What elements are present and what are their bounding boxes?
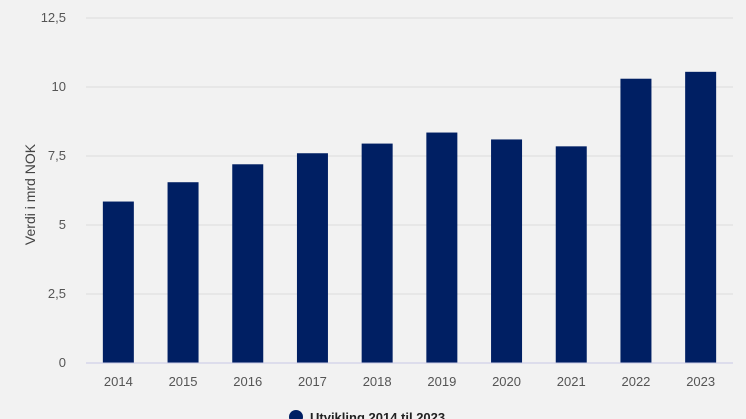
bar-2018[interactable] (361, 143, 393, 363)
y-tick-label: 5 (59, 217, 66, 232)
legend-label: Utvikling 2014 til 2023 (310, 410, 445, 419)
x-tick-label: 2019 (427, 374, 456, 389)
y-axis-ticks: 0 2,5 5 7,5 10 12,5 (41, 10, 66, 370)
bar-2015[interactable] (167, 182, 199, 363)
bar-2022[interactable] (620, 78, 652, 363)
y-tick-label: 2,5 (48, 286, 66, 301)
bar-2020[interactable] (491, 139, 523, 363)
legend[interactable]: Utvikling 2014 til 2023 (289, 410, 445, 419)
x-axis-ticks: 2014 2015 2016 2017 2018 2019 2020 2021 2022 2023 (104, 374, 715, 389)
x-tick-label: 2016 (233, 374, 262, 389)
x-tick-label: 2017 (298, 374, 327, 389)
x-tick-label: 2022 (621, 374, 650, 389)
x-tick-label: 2023 (686, 374, 715, 389)
bar-2023[interactable] (685, 71, 717, 363)
x-tick-label: 2021 (557, 374, 586, 389)
y-tick-label: 10 (52, 79, 66, 94)
legend-marker (289, 410, 303, 419)
x-tick-label: 2020 (492, 374, 521, 389)
y-axis-title: Verdi i mrd NOK (22, 143, 38, 245)
y-tick-label: 0 (59, 355, 66, 370)
y-tick-label: 7,5 (48, 148, 66, 163)
x-tick-label: 2014 (104, 374, 133, 389)
bar-2017[interactable] (296, 153, 328, 363)
bar-2014[interactable] (102, 201, 134, 363)
x-tick-label: 2018 (363, 374, 392, 389)
bar-2016[interactable] (232, 164, 264, 363)
x-tick-label: 2015 (169, 374, 198, 389)
bar-2019[interactable] (426, 132, 458, 363)
y-tick-label: 12,5 (41, 10, 66, 25)
bars (102, 71, 717, 363)
bar-2021[interactable] (555, 146, 587, 363)
